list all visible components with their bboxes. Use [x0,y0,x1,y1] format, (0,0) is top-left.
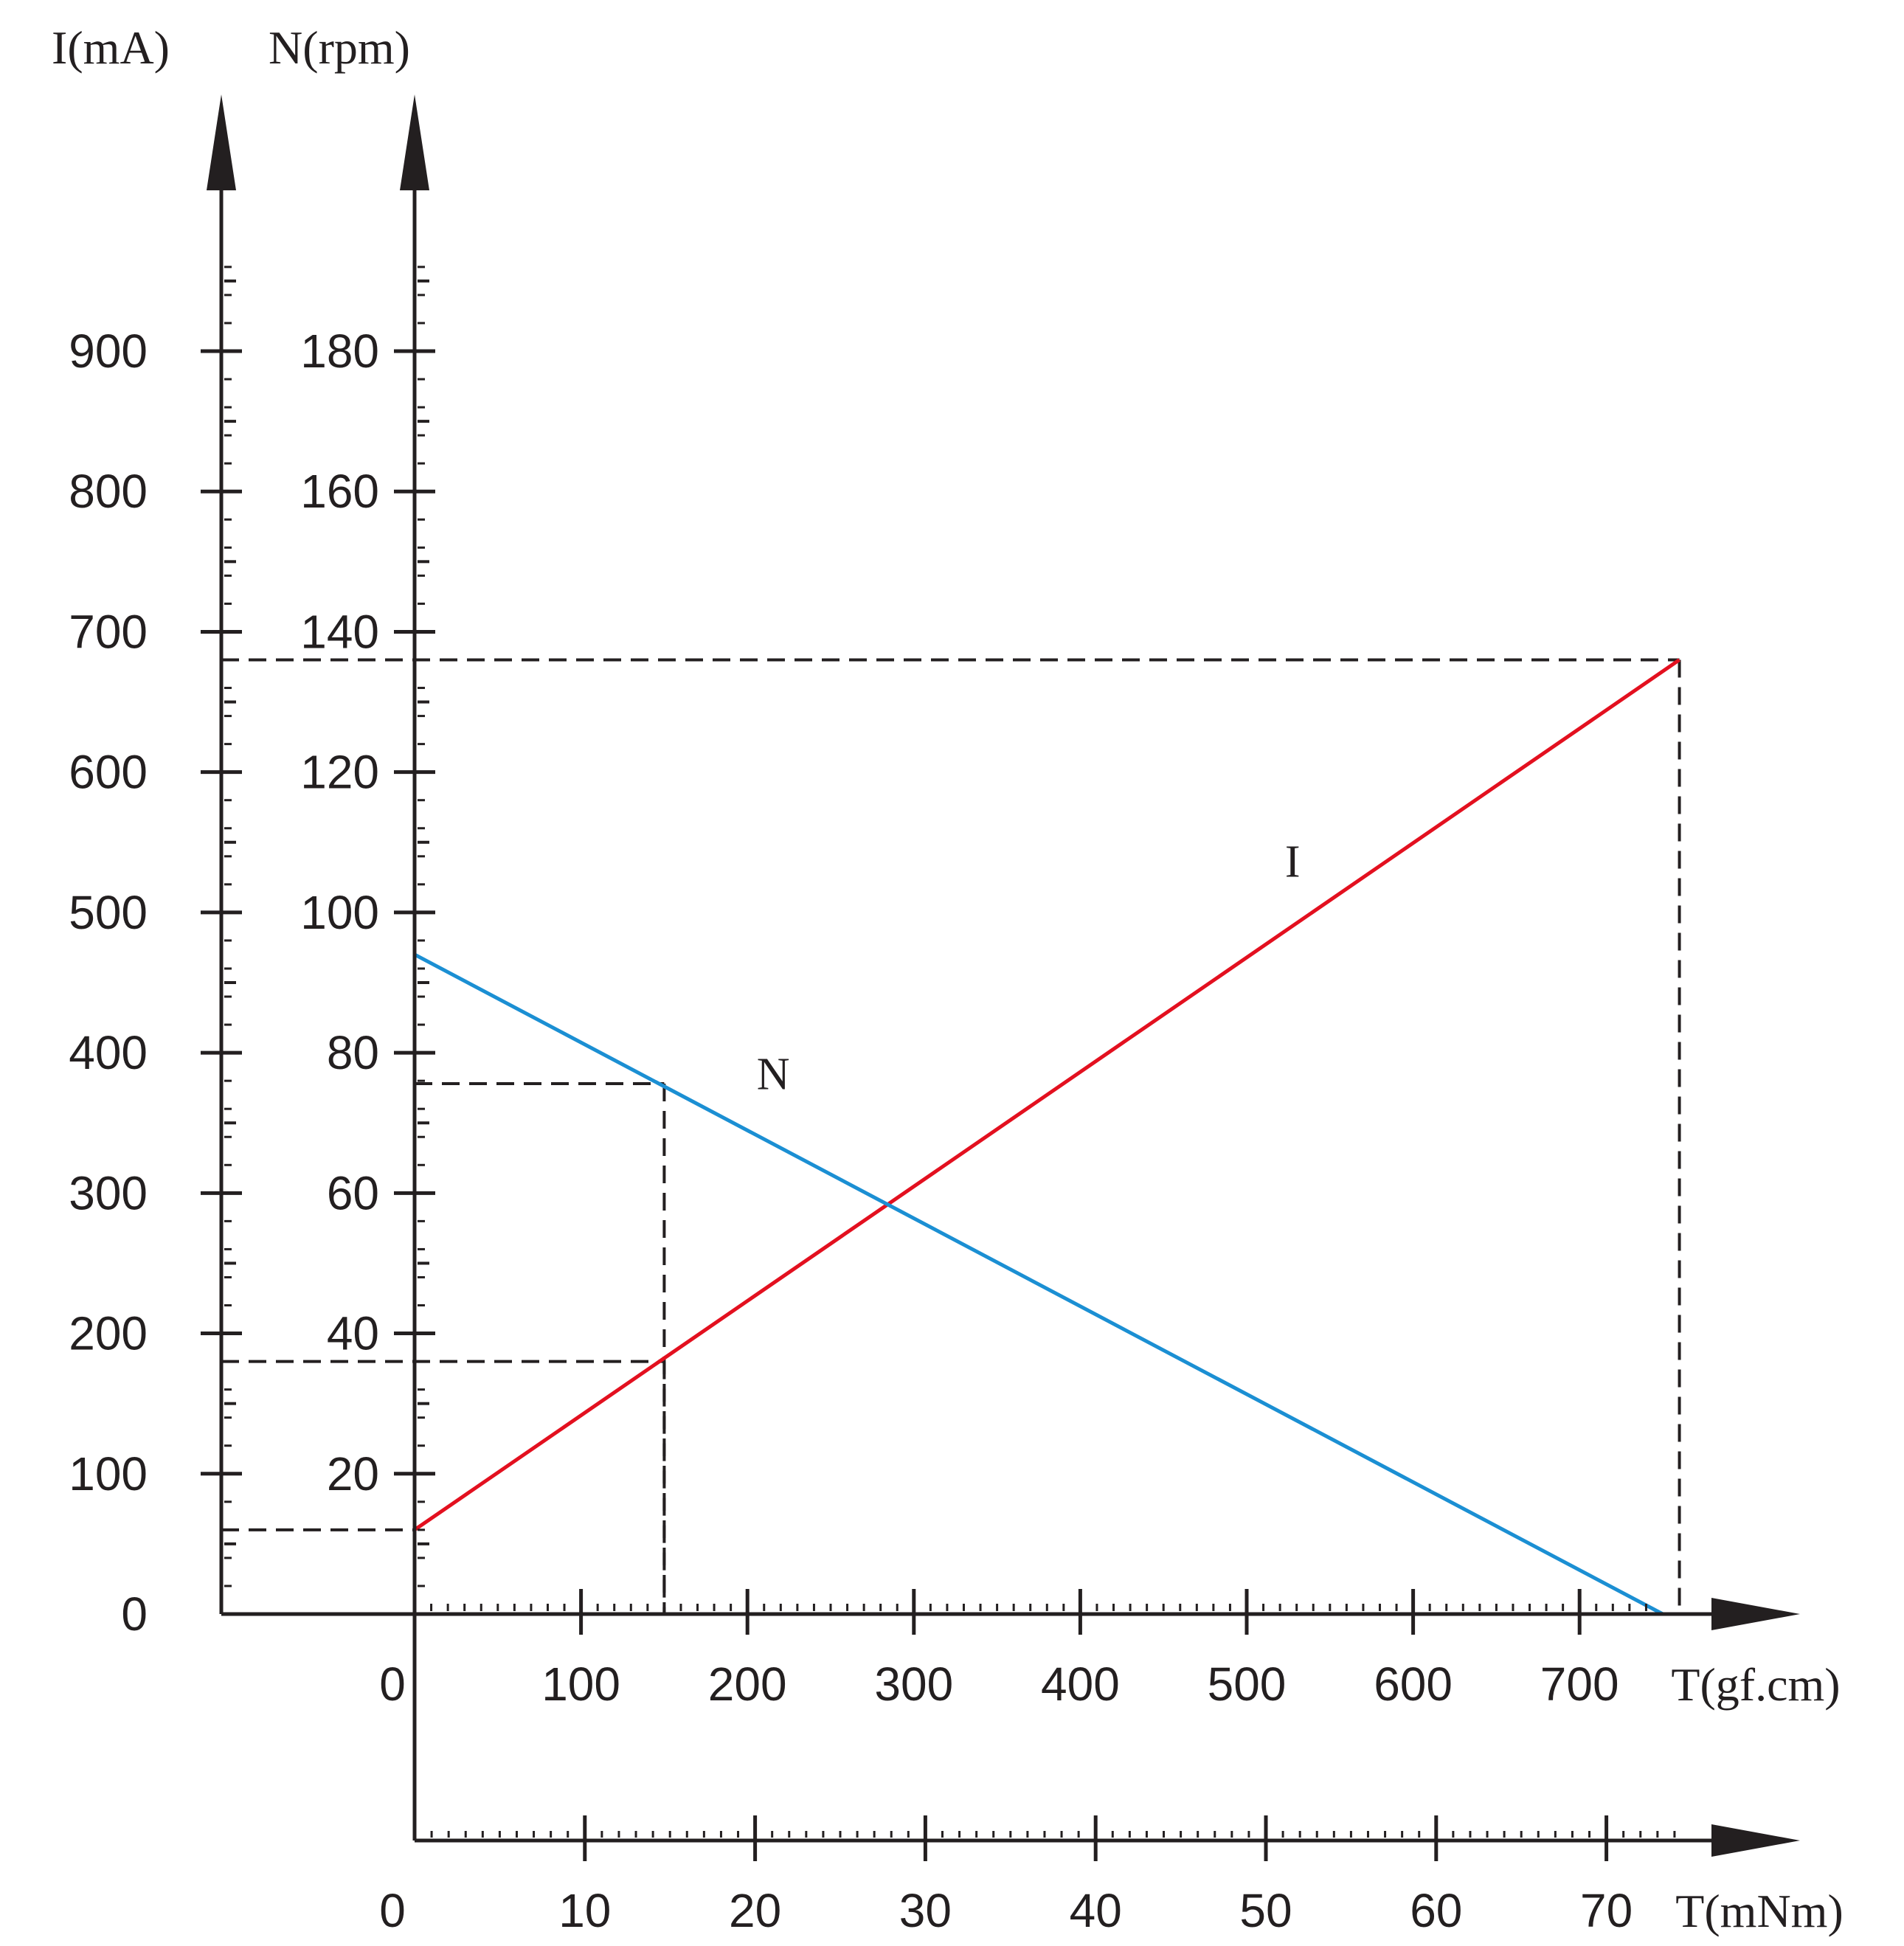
speed-tick-label: 60 [327,1166,379,1219]
speed-tick-label: 160 [300,465,379,518]
torque-mnm-tick-label: 30 [899,1884,952,1937]
speed-tick-label: 20 [327,1447,379,1500]
speed-tick-label: 180 [300,325,379,378]
current-axis-arrow [207,94,236,190]
speed-tick-label: 100 [300,886,379,939]
series-label-N: N [757,1050,790,1100]
current-tick-label: 800 [69,465,148,518]
torque-mnm-tick-label: 40 [1070,1884,1122,1937]
current-tick-label: 500 [69,886,148,939]
torque-mnm-tick-label: 50 [1239,1884,1292,1937]
curves [413,658,1680,1616]
torque-mnm-tick-label: 70 [1580,1884,1633,1937]
current-tick-label: 300 [69,1166,148,1219]
current-axis-title: I(mA) [52,21,170,74]
series-line-I [413,658,1680,1531]
labels: 0100200300400500600700800900204060801001… [52,21,1844,1937]
speed-tick-label: 80 [327,1026,379,1079]
current-tick-label: 400 [69,1026,148,1079]
series-line-N [413,952,1664,1616]
current-tick-label: 900 [69,325,148,378]
torque-mnm-axis-title: T(mNm) [1675,1885,1844,1937]
torque-mnm-tick-label: 10 [558,1884,611,1937]
current-tick-label: 0 [121,1587,148,1641]
current-tick-label: 100 [69,1447,148,1500]
speed-axis-arrow [400,94,429,190]
torque-gfcm-tick-label: 500 [1208,1658,1287,1711]
current-tick-label: 200 [69,1307,148,1360]
torque-gfcm-axis-title: T(gf.cm) [1671,1658,1840,1711]
axes [201,94,1800,1861]
torque-gfcm-axis-arrow [1711,1598,1800,1630]
torque-gfcm-tick-label: 400 [1041,1658,1120,1711]
speed-tick-label: 120 [300,746,379,799]
torque-gfcm-tick-label: 100 [541,1658,620,1711]
torque-gfcm-tick-label: 700 [1540,1658,1619,1711]
current-tick-label: 700 [69,605,148,658]
speed-tick-label: 40 [327,1307,379,1360]
torque-gfcm-tick-label: 0 [379,1658,406,1711]
torque-gfcm-tick-label: 600 [1374,1658,1453,1711]
torque-mnm-tick-label: 60 [1410,1884,1462,1937]
dashed-guide-lines [221,658,1681,1614]
speed-tick-label: 140 [300,605,379,658]
torque-mnm-tick-label: 20 [729,1884,781,1937]
series-label-I: I [1285,837,1301,887]
current-tick-label: 600 [69,746,148,799]
torque-mnm-tick-label: 0 [379,1884,406,1937]
torque-gfcm-tick-label: 300 [874,1658,953,1711]
torque-mnm-axis-arrow [1711,1824,1800,1857]
torque-gfcm-tick-label: 200 [708,1658,787,1711]
speed-axis-title: N(rpm) [269,21,410,74]
